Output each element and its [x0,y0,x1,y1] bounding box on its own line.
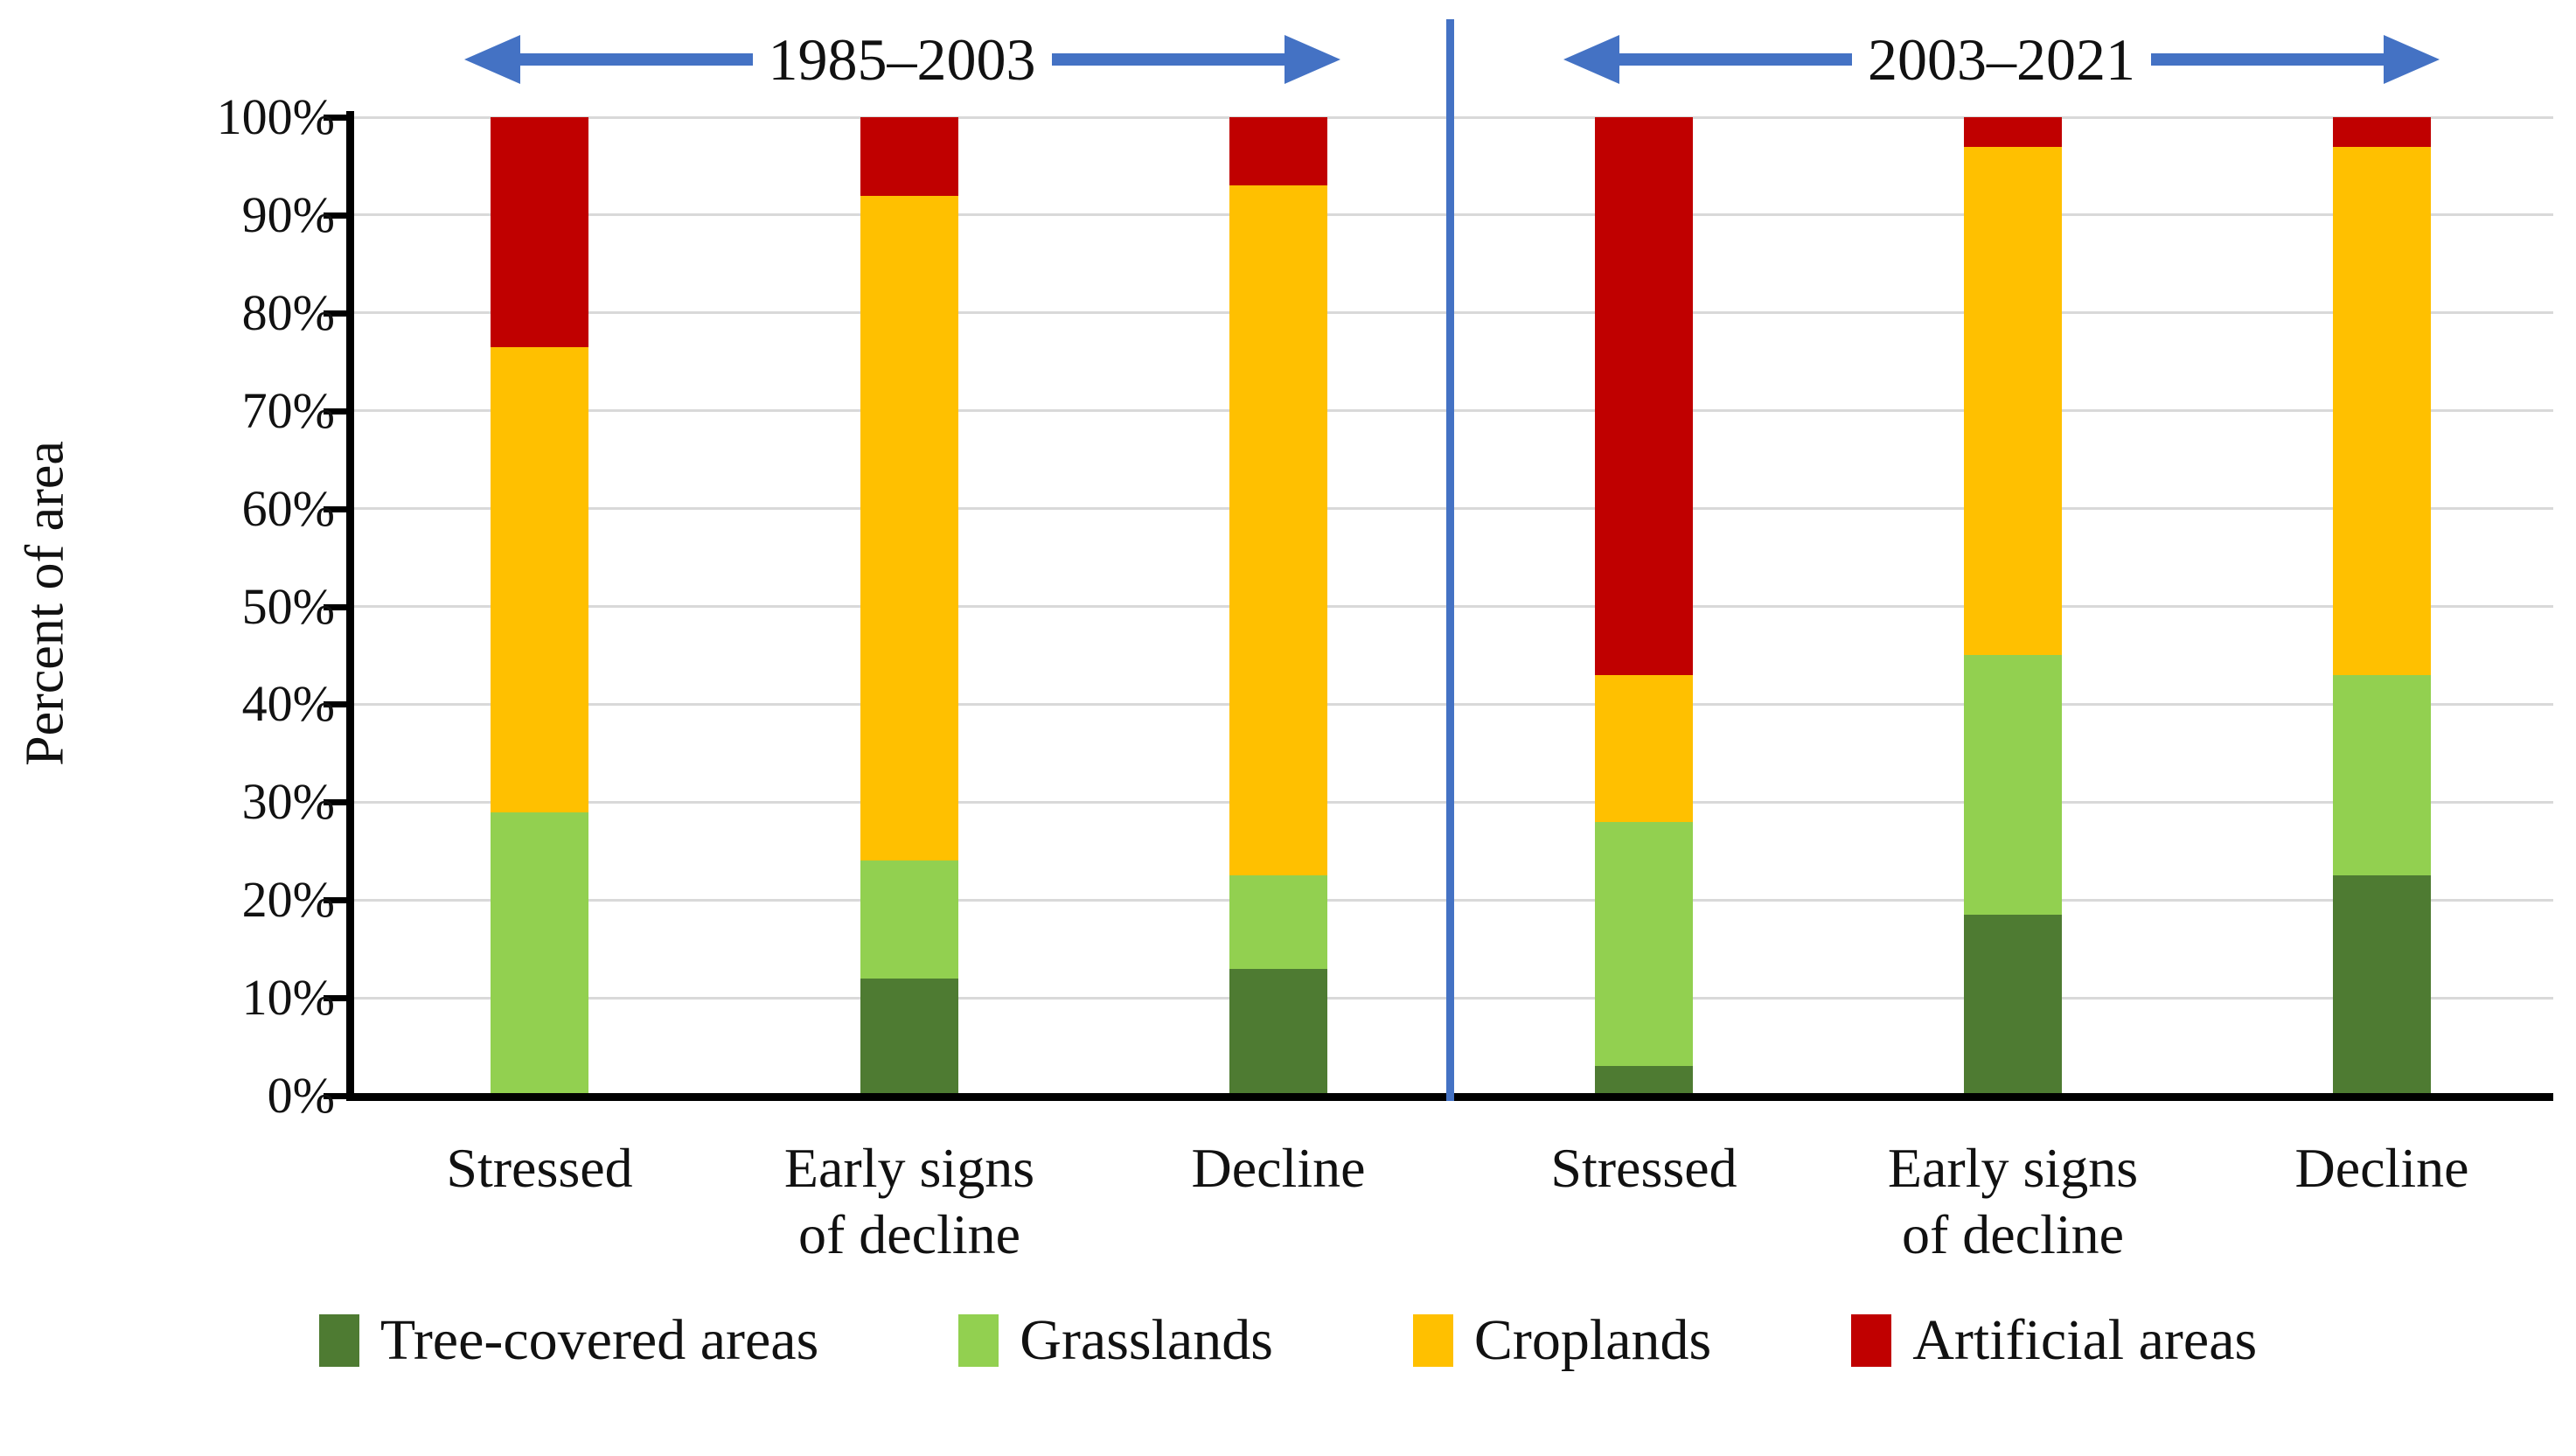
legend-item-artificial-areas: Artificial areas [1851,1310,2257,1371]
bar-segment-tree-covered-areas [2333,875,2431,1096]
legend-swatch [1851,1314,1892,1367]
right-arrow-icon [1051,35,1340,84]
bar-2003-2021-decline [2333,117,2431,1096]
y-tick-70% [324,408,347,415]
y-axis-title: Percent of area [15,441,75,766]
bar-segment-grasslands [1964,655,2062,915]
right-arrow-icon [2151,35,2440,84]
left-arrow-icon [463,35,753,84]
period-divider-line [1446,19,1454,1101]
bar-segment-artificial-areas [1595,117,1693,675]
category-label: Early signs of decline [1887,1137,2139,1265]
legend-label: Tree-covered areas [379,1308,819,1372]
y-tick-0% [324,1093,347,1099]
y-tick-label: 0% [267,1067,335,1124]
legend-label: Croplands [1473,1308,1712,1372]
bar-segment-grasslands [491,812,588,1096]
bar-segment-artificial-areas [491,117,588,347]
legend-item-tree-covered-areas: Tree-covered areas [318,1308,819,1372]
group-label-2003-2021: 2003–2021 [1868,26,2135,93]
y-tick-label: 20% [241,871,335,929]
y-tick-40% [324,701,347,708]
legend: Tree-covered areas Grasslands Croplands Art… [0,1310,2576,1371]
y-tick-label: 30% [241,773,335,831]
y-tick-60% [324,505,347,512]
y-tick-90% [324,212,347,219]
bar-segment-grasslands [860,860,958,979]
bar-segment-grasslands [2333,674,2431,876]
y-tick-label: 100% [216,88,335,145]
legend-swatch [1412,1314,1453,1367]
y-tick-label: 50% [241,577,335,635]
y-tick-label: 90% [241,185,335,243]
y-axis-line [346,111,354,1101]
bar-1985-2003-stressed [491,117,588,1096]
y-tick-label: 10% [241,969,335,1027]
legend-item-grasslands: Grasslands [958,1310,1273,1371]
group-label-1985-2003: 1985–2003 [768,26,1036,93]
left-arrow-icon [1563,35,1852,84]
category-label: Decline [1191,1137,1366,1199]
bar-2003-2021-early-signs-of-decline [1964,117,2062,1096]
y-tick-100% [324,115,347,121]
bar-segment-artificial-areas [2333,117,2431,147]
bar-segment-croplands [860,195,958,861]
plot-area [354,115,2553,1096]
y-tick-label: 40% [241,675,335,733]
group-header-2003-2021: 2003–2021 [1450,16,2553,103]
bar-segment-grasslands [1595,821,1693,1067]
bar-segment-croplands [2333,146,2431,675]
y-tick-10% [324,995,347,1002]
legend-item-croplands: Croplands [1412,1308,1712,1372]
bar-segment-artificial-areas [1229,117,1327,186]
category-label: Early signs of decline [783,1137,1035,1265]
bar-segment-grasslands [1229,875,1327,969]
bar-segment-artificial-areas [860,117,958,196]
bar-segment-tree-covered-areas [1229,968,1327,1096]
y-tick-label: 70% [241,381,335,439]
bar-segment-croplands [1595,674,1693,822]
bar-segment-artificial-areas [1964,117,2062,147]
bar-2003-2021-stressed [1595,117,1693,1096]
legend-label: Artificial areas [1912,1308,2258,1372]
bar-segment-croplands [1229,185,1327,876]
y-tick-label: 80% [241,283,335,341]
category-label: Decline [2294,1137,2469,1199]
y-tick-30% [324,799,347,806]
legend-label: Grasslands [1020,1308,1273,1372]
bar-segment-tree-covered-areas [860,978,958,1096]
y-tick-50% [324,603,347,610]
category-label: Stressed [1550,1137,1737,1199]
y-tick-label: 60% [241,479,335,537]
legend-swatch [318,1314,359,1367]
bar-1985-2003-early-signs-of-decline [860,117,958,1096]
y-tick-80% [324,310,347,317]
bar-segment-tree-covered-areas [1964,915,2062,1096]
category-label: Stressed [446,1137,633,1199]
legend-swatch [958,1314,999,1367]
bar-segment-croplands [491,346,588,812]
group-header-1985-2003: 1985–2003 [354,16,1450,103]
bar-segment-tree-covered-areas [1595,1066,1693,1096]
bar-1985-2003-decline [1229,117,1327,1096]
bar-segment-croplands [1964,146,2062,656]
y-tick-20% [324,897,347,904]
